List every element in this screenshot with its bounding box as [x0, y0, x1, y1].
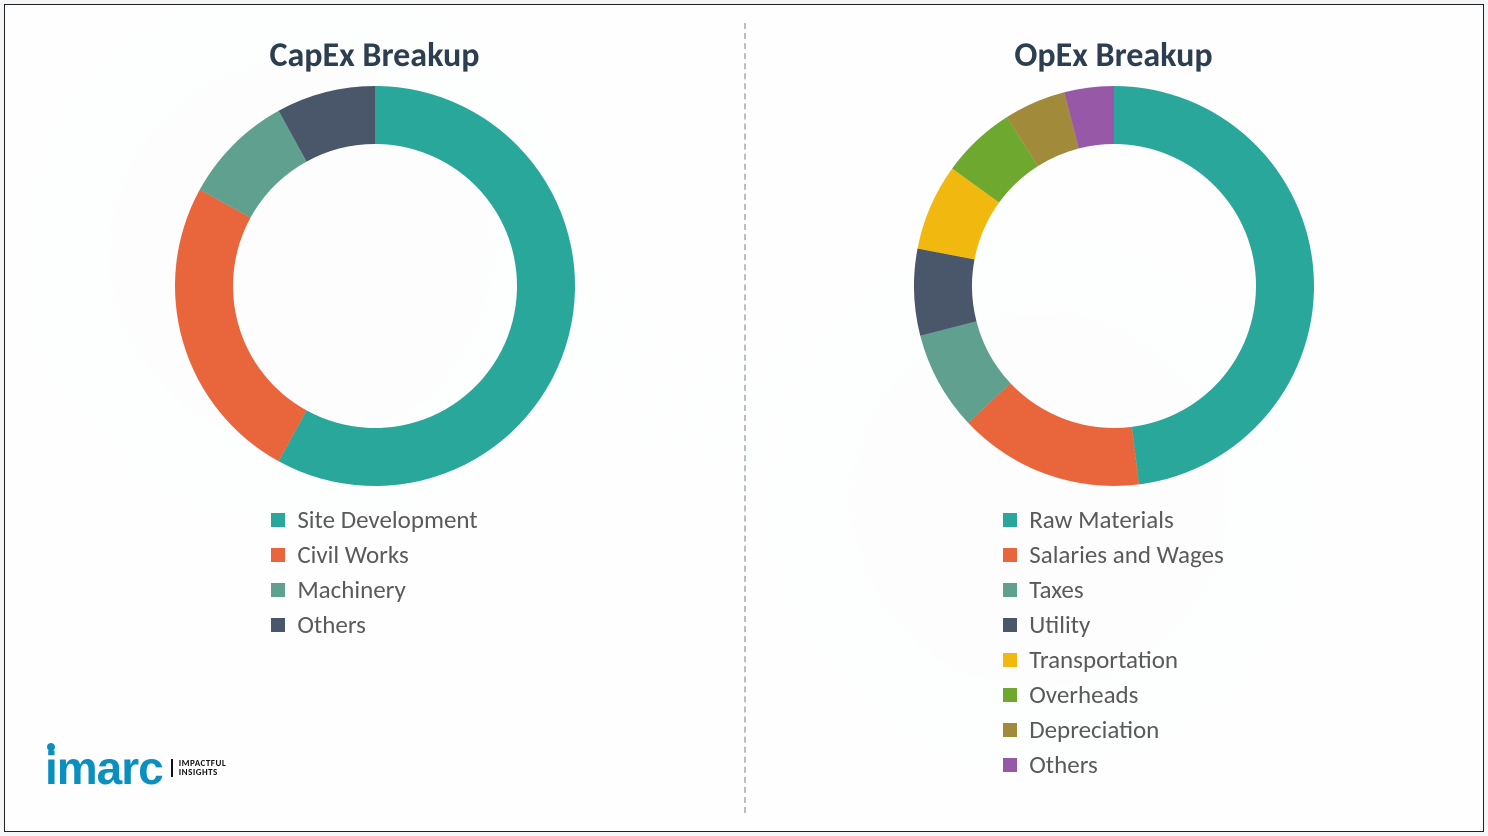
opex-legend-row-4: Transportation	[1003, 644, 1224, 675]
opex-legend-label-0: Raw Materials	[1029, 504, 1174, 535]
opex-slice-0	[1114, 86, 1314, 484]
capex-legend-swatch-0	[271, 513, 285, 527]
capex-chart-wrap	[5, 84, 744, 488]
opex-legend-swatch-0	[1003, 513, 1017, 527]
brand-wordmark: imarc	[45, 745, 163, 791]
capex-legend-row-3: Others	[271, 609, 477, 640]
brand-dot-icon	[47, 743, 55, 751]
opex-legend-label-2: Taxes	[1029, 574, 1083, 605]
opex-legend-row-7: Others	[1003, 749, 1224, 780]
opex-legend-row-1: Salaries and Wages	[1003, 539, 1224, 570]
capex-legend-row-2: Machinery	[271, 574, 477, 605]
opex-legend-label-4: Transportation	[1029, 644, 1178, 675]
opex-legend-row-3: Utility	[1003, 609, 1224, 640]
opex-legend-row-5: Overheads	[1003, 679, 1224, 710]
capex-legend: Site Development Civil Works Machinery Othe…	[271, 504, 477, 640]
opex-panel: OpEx Breakup Raw Materials Salaries and W…	[744, 5, 1483, 831]
opex-legend-swatch-5	[1003, 688, 1017, 702]
opex-legend-swatch-3	[1003, 618, 1017, 632]
opex-legend-label-7: Others	[1029, 749, 1098, 780]
opex-legend-label-6: Depreciation	[1029, 714, 1159, 745]
opex-legend-label-1: Salaries and Wages	[1029, 539, 1224, 570]
opex-legend-row-0: Raw Materials	[1003, 504, 1224, 535]
opex-donut-chart	[912, 84, 1316, 488]
opex-legend-swatch-4	[1003, 653, 1017, 667]
capex-legend-label-2: Machinery	[297, 574, 406, 605]
brand-word-text: imarc	[45, 742, 163, 794]
brand-tagline: Impactful Insights	[171, 759, 226, 778]
opex-legend-row-2: Taxes	[1003, 574, 1224, 605]
brand-logo: imarc Impactful Insights	[45, 745, 226, 791]
panel-divider	[744, 23, 746, 813]
opex-title: OpEx Breakup	[744, 35, 1483, 76]
brand-tagline-line2: Insights	[179, 768, 226, 777]
opex-legend: Raw Materials Salaries and Wages Taxes Util…	[1003, 504, 1224, 780]
opex-legend-row-6: Depreciation	[1003, 714, 1224, 745]
capex-slice-1	[174, 190, 306, 462]
opex-legend-label-3: Utility	[1029, 609, 1090, 640]
capex-legend-label-3: Others	[297, 609, 366, 640]
capex-title: CapEx Breakup	[5, 35, 744, 76]
opex-legend-swatch-2	[1003, 583, 1017, 597]
chart-frame: CapEx Breakup Site Development Civil Work…	[4, 4, 1484, 832]
opex-legend-swatch-1	[1003, 548, 1017, 562]
capex-legend-label-0: Site Development	[297, 504, 477, 535]
capex-panel: CapEx Breakup Site Development Civil Work…	[5, 5, 744, 831]
opex-chart-wrap	[744, 84, 1483, 488]
capex-legend-swatch-1	[271, 548, 285, 562]
opex-legend-label-5: Overheads	[1029, 679, 1138, 710]
capex-legend-row-0: Site Development	[271, 504, 477, 535]
opex-legend-swatch-6	[1003, 723, 1017, 737]
capex-legend-label-1: Civil Works	[297, 539, 409, 570]
capex-legend-row-1: Civil Works	[271, 539, 477, 570]
opex-slice-3	[914, 249, 976, 336]
capex-legend-swatch-3	[271, 618, 285, 632]
opex-legend-swatch-7	[1003, 758, 1017, 772]
capex-legend-swatch-2	[271, 583, 285, 597]
capex-donut-chart	[173, 84, 577, 488]
